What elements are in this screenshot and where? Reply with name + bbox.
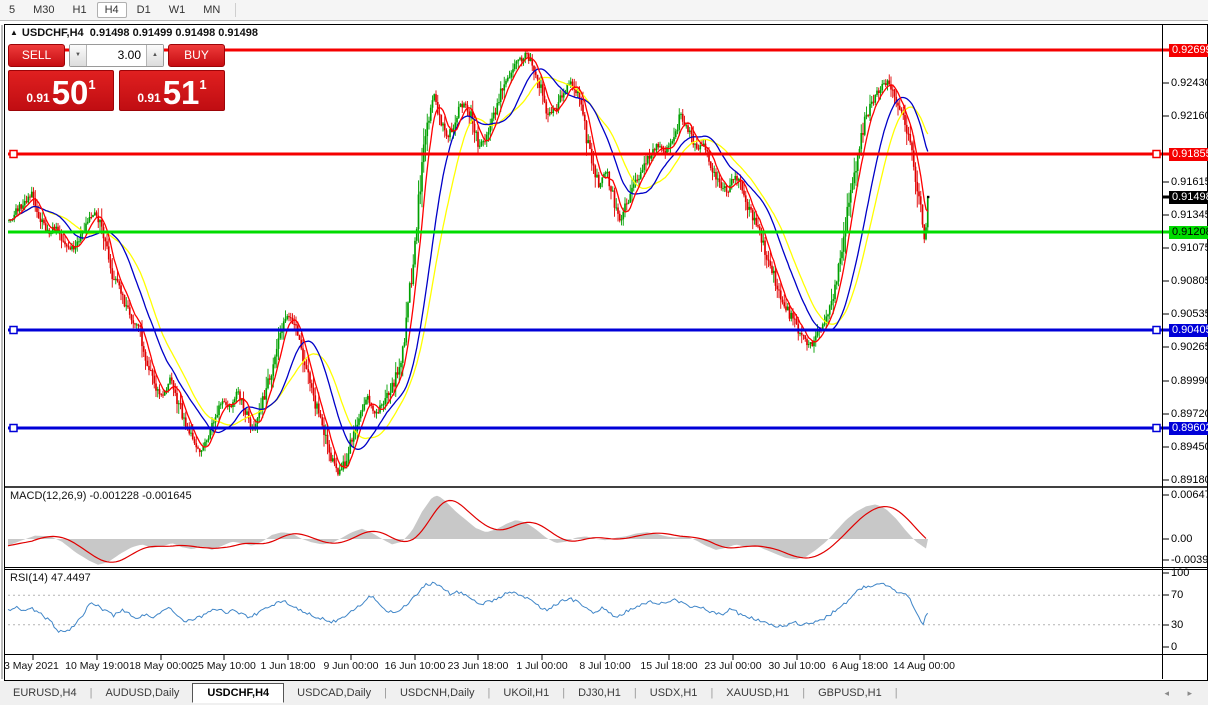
sell-price-main: 50 bbox=[51, 74, 89, 111]
timeframe-h1[interactable]: H1 bbox=[72, 4, 87, 16]
buy-button[interactable]: BUY bbox=[168, 44, 225, 67]
chart-tab-bar: EURUSD,H4 | AUDUSD,Daily USDCHF,H4 USDCAD,Da… bbox=[0, 681, 1208, 705]
sell-price-box[interactable]: 0.91 50 1 bbox=[8, 70, 114, 111]
buy-price-main: 51 bbox=[162, 74, 200, 111]
date-axis-label: 10 May 19:00 bbox=[65, 660, 129, 672]
current-price-badge: 0.91498 bbox=[1169, 190, 1208, 204]
price-axis-label: 0.89990 bbox=[1171, 374, 1208, 387]
tab-separator: | bbox=[562, 687, 566, 699]
date-axis-label: 15 Jul 18:00 bbox=[640, 660, 698, 672]
price-chart-canvas[interactable] bbox=[0, 0, 1208, 681]
chart-tab-usdchf[interactable]: USDCHF,H4 bbox=[192, 683, 285, 703]
buy-price-pip: 1 bbox=[199, 77, 207, 92]
sell-price-prefix: 0.91 bbox=[26, 91, 50, 105]
price-axis-label: 100 bbox=[1171, 566, 1190, 579]
chart-tab-gbpusd[interactable]: GBPUSD,H1 bbox=[818, 687, 882, 699]
chart-tab-eurusd[interactable]: EURUSD,H4 bbox=[13, 687, 77, 699]
toolbar-separator bbox=[235, 3, 237, 17]
price-axis-label: 0.90535 bbox=[1171, 307, 1208, 320]
date-axis-label: 23 Jul 00:00 bbox=[704, 660, 762, 672]
date-axis-label: 1 Jun 18:00 bbox=[260, 660, 316, 672]
chart-tab-audusd[interactable]: AUDUSD,Daily bbox=[105, 687, 180, 699]
price-axis-label: 0.90265 bbox=[1171, 340, 1208, 353]
date-axis-label: 25 May 10:00 bbox=[192, 660, 256, 672]
volume-decrease-icon[interactable]: ▼ bbox=[70, 45, 87, 66]
one-click-trade-panel: SELL ▼ 3.00 ▲ BUY 0.91 50 1 0.91 51 1 bbox=[8, 44, 225, 111]
timeframe-5[interactable]: 5 bbox=[9, 4, 16, 16]
price-axis-label: 0.91615 bbox=[1171, 175, 1208, 188]
timeframe-d1[interactable]: D1 bbox=[136, 4, 151, 16]
price-axis-label: 0.90805 bbox=[1171, 274, 1208, 287]
hline-price-badge: 0.90405 bbox=[1169, 323, 1208, 337]
price-axis-label: 30 bbox=[1171, 618, 1184, 631]
date-axis-label: 18 May 00:00 bbox=[129, 660, 193, 672]
chart-tab-ukoil[interactable]: UKOil,H1 bbox=[503, 687, 550, 699]
hline-price-badge: 0.92699 bbox=[1169, 43, 1208, 57]
timeframe-mn[interactable]: MN bbox=[203, 4, 221, 16]
tab-separator: | bbox=[89, 687, 93, 699]
buy-price-box[interactable]: 0.91 51 1 bbox=[119, 70, 225, 111]
chart-title: ▲ USDCHF,H4 0.91498 0.91499 0.91498 0.914… bbox=[10, 27, 258, 39]
price-axis-label: 70 bbox=[1171, 588, 1184, 601]
price-axis-label: 0.89720 bbox=[1171, 407, 1208, 420]
tab-separator: | bbox=[633, 687, 637, 699]
tab-separator: | bbox=[384, 687, 387, 699]
timeframe-toolbar: 5 M30 H1 H4 D1 W1 MN bbox=[0, 0, 1208, 21]
chart-tab-xauusd[interactable]: XAUUSD,H1 bbox=[726, 687, 790, 699]
tab-scroll-icons[interactable]: ◂ ▸ bbox=[1164, 687, 1200, 698]
hline-price-badge: 0.89602 bbox=[1169, 421, 1208, 435]
price-axis-label: 0.91075 bbox=[1171, 241, 1208, 254]
price-axis-label: 0.89450 bbox=[1171, 440, 1208, 453]
date-axis-label: 8 Jul 10:00 bbox=[579, 660, 631, 672]
date-axis-label: 9 Jun 00:00 bbox=[323, 660, 379, 672]
macd-label: MACD(12,26,9) -0.001228 -0.001645 bbox=[10, 490, 192, 502]
window-collapse-icon: ▲ bbox=[10, 28, 18, 37]
volume-increase-icon[interactable]: ▲ bbox=[146, 45, 163, 66]
date-axis-label: 16 Jun 10:00 bbox=[384, 660, 446, 672]
rsi-label: RSI(14) 47.4497 bbox=[10, 572, 91, 584]
volume-input[interactable]: 3.00 bbox=[117, 48, 141, 62]
sell-price-pip: 1 bbox=[88, 77, 96, 92]
price-axis-label: 0 bbox=[1171, 640, 1178, 653]
date-axis-label: 3 May 2021 bbox=[4, 660, 59, 672]
tab-separator: | bbox=[710, 687, 714, 699]
price-axis-label: 0.92160 bbox=[1171, 109, 1208, 122]
price-axis-label: 0.89180 bbox=[1171, 473, 1208, 486]
buy-price-prefix: 0.91 bbox=[137, 91, 161, 105]
date-axis-label: 6 Aug 18:00 bbox=[831, 660, 889, 672]
date-axis-label: 14 Aug 00:00 bbox=[893, 660, 955, 672]
chart-tab-usdcnh[interactable]: USDCNH,Daily bbox=[399, 687, 475, 699]
chart-window bbox=[4, 24, 1208, 681]
chart-tab-dj30[interactable]: DJ30,H1 bbox=[578, 687, 621, 699]
chart-tab-usdx[interactable]: USDX,H1 bbox=[649, 687, 698, 699]
tab-separator: | bbox=[487, 687, 491, 699]
tab-separator: | bbox=[802, 687, 806, 699]
timeframe-m30[interactable]: M30 bbox=[33, 4, 55, 16]
sell-button[interactable]: SELL bbox=[8, 44, 65, 67]
date-axis-label: 30 Jul 10:00 bbox=[768, 660, 826, 672]
price-axis-label: -0.003916 bbox=[1171, 553, 1208, 566]
price-axis-label: 0.00 bbox=[1171, 532, 1193, 545]
tab-separator: | bbox=[894, 687, 898, 699]
hline-price-badge: 0.91208 bbox=[1169, 225, 1208, 239]
volume-spinner: ▼ 3.00 ▲ bbox=[69, 44, 164, 67]
chart-tab-usdcad[interactable]: USDCAD,Daily bbox=[297, 687, 372, 699]
date-axis-label: 1 Jul 00:00 bbox=[516, 660, 568, 672]
timeframe-w1[interactable]: W1 bbox=[168, 4, 186, 16]
hline-price-badge: 0.91855 bbox=[1169, 147, 1208, 161]
chart-symbol-ohlc: USDCHF,H4 0.91498 0.91499 0.91498 0.9149… bbox=[21, 27, 258, 39]
price-axis-label: 0.00647 bbox=[1171, 488, 1208, 501]
price-axis-label: 0.91345 bbox=[1171, 208, 1208, 221]
price-axis-label: 0.92430 bbox=[1171, 76, 1208, 89]
timeframe-h4[interactable]: H4 bbox=[96, 2, 127, 18]
date-axis-label: 23 Jun 18:00 bbox=[447, 660, 509, 672]
